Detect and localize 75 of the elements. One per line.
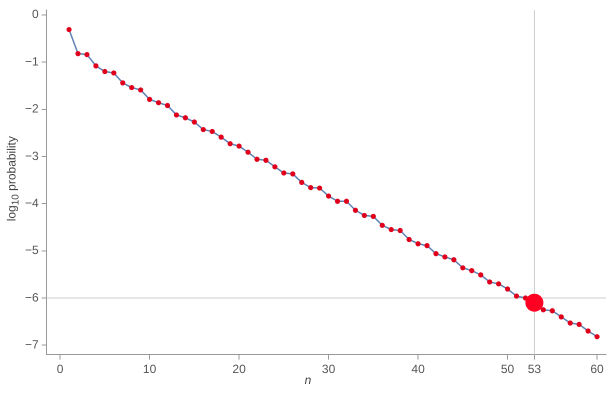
point: [550, 308, 555, 314]
x-axis-title: n: [304, 373, 312, 387]
point: [344, 198, 350, 204]
point: [281, 170, 286, 176]
point: [406, 236, 412, 242]
y-tick-label: −7: [24, 337, 39, 352]
point: [317, 185, 322, 191]
point: [370, 214, 376, 219]
point: [210, 128, 215, 134]
point: [174, 112, 180, 118]
point: [487, 279, 492, 285]
point: [129, 84, 134, 90]
point: [272, 164, 278, 170]
point: [514, 294, 520, 299]
point: [334, 198, 340, 204]
point: [102, 68, 108, 74]
x-tick-label: 0: [56, 362, 64, 376]
point: [398, 228, 403, 234]
y-tick-label: −4: [24, 196, 39, 210]
point: [218, 134, 224, 140]
point: [424, 243, 430, 248]
y-tick-label: −6: [24, 290, 39, 304]
point: [326, 193, 332, 199]
point: [415, 241, 421, 246]
point: [504, 286, 510, 292]
point: [111, 70, 116, 76]
point: [290, 171, 296, 177]
point: [442, 254, 448, 260]
point: [182, 115, 188, 120]
x-tick-label: 10: [142, 362, 157, 376]
point: [380, 222, 385, 228]
point: [433, 251, 439, 256]
point: [164, 102, 170, 108]
point: [84, 52, 90, 58]
y-tick-label: −2: [24, 102, 39, 116]
point: [388, 226, 394, 232]
x-tick-label: 30: [322, 362, 336, 376]
y-tick-label: −1: [24, 54, 39, 68]
point: [478, 272, 484, 278]
y-tick-label: 0: [32, 7, 39, 22]
point: [192, 119, 197, 125]
point: [93, 63, 98, 68]
point: [568, 320, 573, 326]
point: [66, 26, 72, 32]
point: [299, 180, 304, 185]
point: [228, 141, 233, 146]
x-tick-label: 40: [411, 362, 426, 376]
point: [460, 265, 466, 270]
y-tick-label: −3: [24, 148, 39, 163]
point: [138, 87, 144, 93]
x-tick-label: 20: [232, 362, 246, 376]
x-tick-label: 53: [528, 362, 542, 376]
point: [469, 268, 474, 274]
point: [451, 257, 456, 262]
point: [362, 212, 367, 218]
point: [594, 334, 600, 340]
point: [496, 281, 502, 286]
point: [308, 184, 314, 190]
point: [254, 156, 260, 162]
point: [156, 100, 162, 106]
point: [263, 158, 269, 163]
point: [120, 80, 126, 86]
point: [245, 150, 251, 155]
point: [200, 126, 206, 132]
point: [576, 322, 582, 328]
point: [540, 307, 546, 312]
point: [75, 51, 81, 56]
point: [352, 208, 358, 213]
x-tick-label: 50: [500, 362, 515, 376]
y-tick-label: −5: [24, 243, 39, 258]
point: [146, 96, 152, 102]
point: [558, 314, 564, 320]
point: [236, 143, 242, 149]
x-tick-label: 60: [590, 362, 604, 376]
point: [586, 328, 591, 334]
